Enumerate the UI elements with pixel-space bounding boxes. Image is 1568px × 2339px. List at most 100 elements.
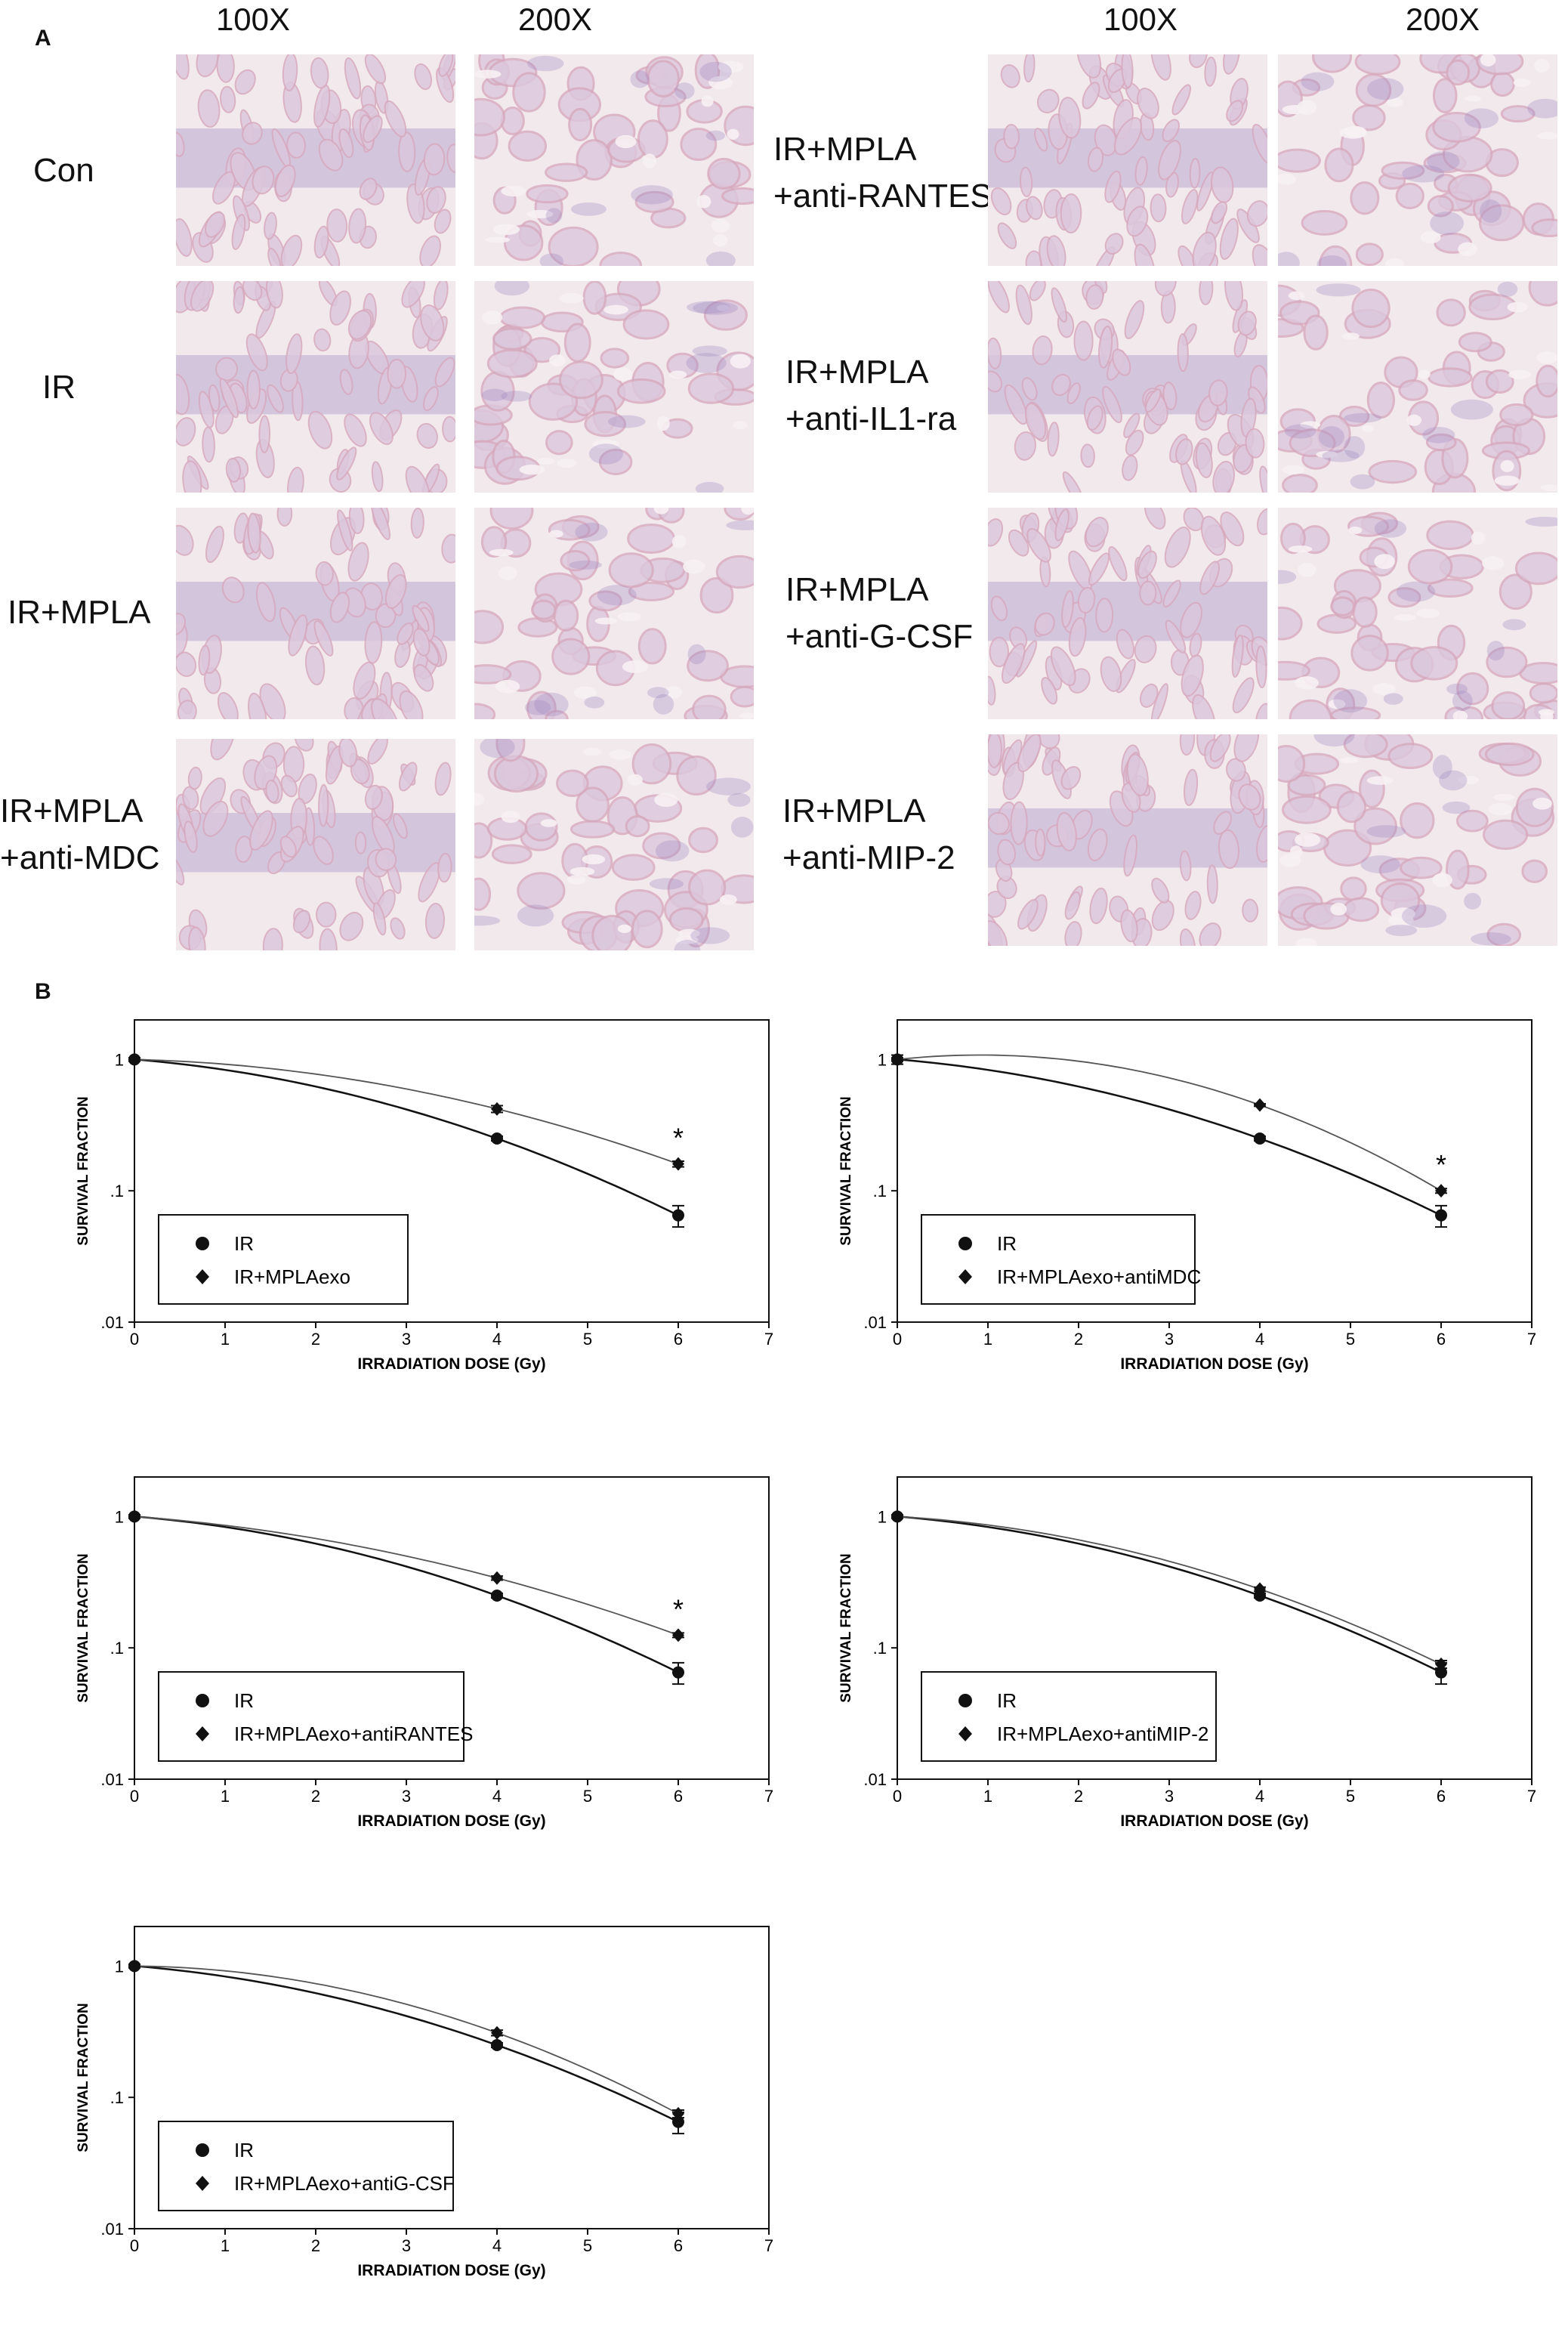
x-tick-label: 6 <box>1437 1330 1446 1349</box>
y-axis-label: SURVIVAL FRACTION <box>838 1096 854 1245</box>
micrograph-ir-mpla-100x <box>176 508 455 719</box>
fit-curve-treatment <box>897 1054 1442 1191</box>
x-tick-label: 2 <box>311 2236 320 2255</box>
x-tick-label: 6 <box>674 2236 683 2255</box>
data-point-diamond <box>1254 1582 1266 1596</box>
x-tick-label: 4 <box>492 1787 502 1806</box>
y-tick-label: .1 <box>873 1182 887 1200</box>
x-tick-label: 0 <box>130 1330 139 1349</box>
mag-label-left-200x: 200X <box>517 2 593 37</box>
y-tick-label: .01 <box>863 1313 887 1332</box>
x-tick-label: 4 <box>1255 1330 1264 1349</box>
micrograph-con-100x <box>176 54 455 266</box>
data-point-diamond <box>1435 1657 1447 1671</box>
data-point-diamond <box>1435 1184 1447 1198</box>
x-tick-label: 2 <box>1074 1787 1083 1806</box>
data-point-diamond <box>672 1628 684 1642</box>
y-tick-label: .1 <box>110 1639 124 1658</box>
x-tick-label: 5 <box>583 1330 592 1349</box>
data-point-diamond <box>891 1509 903 1524</box>
group-label-line: IR+MPLA <box>782 793 926 830</box>
data-point-diamond <box>491 1571 503 1585</box>
legend-symbol-diamond <box>196 2176 209 2191</box>
data-point-diamond <box>891 1052 903 1067</box>
x-tick-label: 4 <box>1255 1787 1264 1806</box>
micrograph-ir-mpla-anti-rantes-100x <box>988 54 1267 266</box>
y-tick-label: .1 <box>110 1182 124 1200</box>
group-label-con: Con <box>33 147 94 194</box>
fit-curve-treatment <box>134 1516 679 1636</box>
significance-asterisk: * <box>1436 1149 1446 1180</box>
legend-label: IR <box>234 2139 254 2161</box>
micrograph-ir-mpla-anti-rantes-200x <box>1278 54 1557 266</box>
x-tick-label: 2 <box>311 1330 320 1349</box>
group-label-line: +anti-MDC <box>0 839 160 876</box>
data-point-diamond <box>672 2106 684 2121</box>
x-tick-label: 3 <box>1165 1330 1174 1349</box>
fit-curve-ir <box>134 1965 679 2123</box>
data-point-diamond <box>128 1509 140 1524</box>
group-label-line: IR+MPLA <box>8 594 151 631</box>
x-tick-label: 1 <box>221 2236 230 2255</box>
fit-curve-treatment <box>897 1516 1442 1665</box>
legend-symbol-circle <box>958 1694 972 1707</box>
legend-symbol-circle <box>196 2143 209 2157</box>
y-tick-label: 1 <box>878 1050 887 1069</box>
fit-curve-ir <box>134 1058 679 1216</box>
x-tick-label: 7 <box>764 1330 773 1349</box>
x-tick-label: 3 <box>402 2236 411 2255</box>
plot-frame <box>134 1019 770 1323</box>
plot-frame <box>134 1926 770 2229</box>
fit-curve-treatment <box>134 1965 679 2115</box>
x-tick-label: 2 <box>1074 1330 1083 1349</box>
legend-label: IR <box>997 1232 1017 1255</box>
data-point-diamond <box>672 1157 684 1171</box>
data-point-circle <box>672 1209 684 1222</box>
group-label-ir-mpla-anti-mip2: IR+MPLA +anti-MIP-2 <box>782 788 955 882</box>
y-tick-label: 1 <box>115 1507 124 1526</box>
x-axis-label: IRRADIATION DOSE (Gy) <box>357 2262 545 2279</box>
legend-symbol-circle <box>958 1237 972 1250</box>
y-tick-label: .01 <box>863 1770 887 1789</box>
data-point-diamond <box>128 1959 140 1973</box>
significance-asterisk: * <box>673 1123 684 1154</box>
micrograph-ir-mpla-anti-mdc-100x <box>176 739 455 950</box>
legend-label: IR+MPLAexo+antiMIP-2 <box>997 1723 1208 1745</box>
y-tick-label: 1 <box>115 1957 124 1976</box>
y-axis-label: SURVIVAL FRACTION <box>76 1553 91 1702</box>
y-tick-label: .1 <box>873 1639 887 1658</box>
data-point-circle <box>491 1589 503 1602</box>
x-tick-label: 4 <box>492 1330 502 1349</box>
fit-curve-treatment <box>134 1058 679 1165</box>
data-point-diamond <box>128 1052 140 1067</box>
x-tick-label: 0 <box>130 1787 139 1806</box>
group-label-ir-mpla-anti-rantes: IR+MPLA +anti-RANTES <box>773 126 992 220</box>
y-tick-label: .01 <box>100 1313 124 1332</box>
x-axis-label: IRRADIATION DOSE (Gy) <box>1120 1355 1308 1373</box>
group-label-ir-mpla-anti-mdc: IR+MPLA +anti-MDC <box>0 788 160 882</box>
x-tick-label: 7 <box>764 1787 773 1806</box>
legend-symbol-diamond <box>958 1726 972 1741</box>
data-point-diamond <box>491 2025 503 2040</box>
micrograph-ir-100x <box>176 281 455 493</box>
survival-chart-anti-mip2: 0 1 2 3 4 5 6 7 1 .1 .01 IRRADIATION DOSE (Gy) SURVI… <box>816 1432 1556 1885</box>
mag-label-right-200x: 200X <box>1405 2 1480 37</box>
legend-label: IR <box>234 1232 254 1255</box>
legend-box <box>158 1214 409 1305</box>
legend-symbol-diamond <box>196 1726 209 1741</box>
x-axis-label: IRRADIATION DOSE (Gy) <box>357 1812 545 1830</box>
data-point-circle <box>1254 1132 1266 1145</box>
group-label-line: IR+MPLA <box>0 793 144 830</box>
micrograph-ir-mpla-anti-il1ra-200x <box>1278 281 1557 493</box>
data-point-circle <box>672 2115 684 2128</box>
x-tick-label: 7 <box>1527 1330 1536 1349</box>
group-label-ir-mpla: IR+MPLA <box>8 589 151 636</box>
x-tick-label: 6 <box>674 1787 683 1806</box>
legend-box <box>921 1214 1196 1305</box>
survival-chart-anti-none: 0 1 2 3 4 5 6 7 1 .1 .01 IRRADIATION DOSE (Gy) SURVI… <box>53 975 793 1428</box>
legend-label: IR+MPLAexo <box>234 1265 350 1288</box>
x-tick-label: 0 <box>130 2236 139 2255</box>
micrograph-ir-mpla-200x <box>474 508 754 719</box>
group-label-line: IR+MPLA <box>786 354 929 391</box>
x-tick-label: 0 <box>893 1787 902 1806</box>
